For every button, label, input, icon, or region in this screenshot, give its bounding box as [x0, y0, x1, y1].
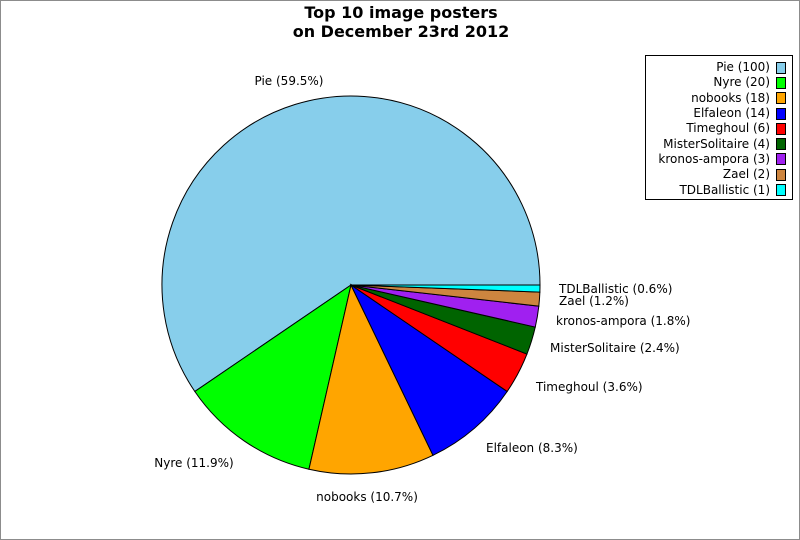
pie-slice-pie [161, 95, 541, 393]
legend-swatch [776, 61, 786, 74]
pie-slice-nobooks [308, 283, 434, 475]
slice-label-zael: Zael (1.2%) [559, 294, 629, 308]
pie-slice-tdlballistic [350, 284, 541, 293]
legend-item-timeghoul: Timeghoul (6) [646, 121, 786, 136]
legend-item-mistersolitaire: MisterSolitaire (4) [646, 136, 786, 151]
legend-swatch [776, 92, 786, 105]
legend-item-nyre: Nyre (20) [646, 75, 786, 90]
pie-slice-nyre [194, 283, 352, 470]
legend-label: Elfaleon (14) [693, 106, 770, 121]
legend-swatch [776, 107, 786, 120]
chart-title-block: Top 10 image posters on December 23rd 20… [1, 3, 799, 41]
legend-swatch [776, 122, 786, 135]
slice-label-tdlballistic: TDLBallistic (0.6%) [558, 282, 672, 296]
slice-label-kronos-ampora: kronos-ampora (1.8%) [556, 314, 690, 328]
legend-swatch [776, 138, 786, 151]
slice-label-timeghoul: Timeghoul (3.6%) [535, 380, 643, 394]
pie-slice-elfaleon [349, 283, 508, 456]
legend-item-nobooks: nobooks (18) [646, 91, 786, 106]
slice-label-nobooks: nobooks (10.7%) [316, 490, 418, 504]
legend-label: TDLBallistic (1) [679, 182, 770, 197]
legend-item-zael: Zael (2) [646, 167, 786, 182]
legend-swatch [776, 168, 786, 181]
chart-title: Top 10 image posters [304, 3, 498, 22]
legend-label: Zael (2) [722, 167, 770, 182]
slice-label-nyre: Nyre (11.9%) [154, 456, 233, 470]
slice-label-mistersolitaire: MisterSolitaire (2.4%) [550, 341, 680, 355]
legend-label: kronos-ampora (3) [658, 151, 770, 166]
legend-label: Nyre (20) [713, 75, 770, 90]
legend-label: MisterSolitaire (4) [663, 136, 770, 151]
legend-swatch [776, 153, 786, 166]
slice-label-elfaleon: Elfaleon (8.3%) [486, 441, 578, 455]
legend-swatch [776, 184, 786, 197]
legend: Pie (100) Nyre (20) nobooks (18) Elfaleon (… [645, 55, 793, 200]
legend-label: Timeghoul (6) [686, 121, 770, 136]
legend-label: Pie (100) [716, 60, 770, 75]
slice-label-pie: Pie (59.5%) [255, 74, 324, 88]
legend-item-kronos-ampora: kronos-ampora (3) [646, 152, 786, 167]
legend-item-pie: Pie (100) [646, 60, 786, 75]
legend-item-elfaleon: Elfaleon (14) [646, 106, 786, 121]
legend-item-tdlballistic: TDLBallistic (1) [646, 182, 786, 197]
legend-swatch [776, 76, 786, 89]
chart-subtitle: on December 23rd 2012 [292, 22, 510, 41]
legend-label: nobooks (18) [691, 90, 770, 105]
